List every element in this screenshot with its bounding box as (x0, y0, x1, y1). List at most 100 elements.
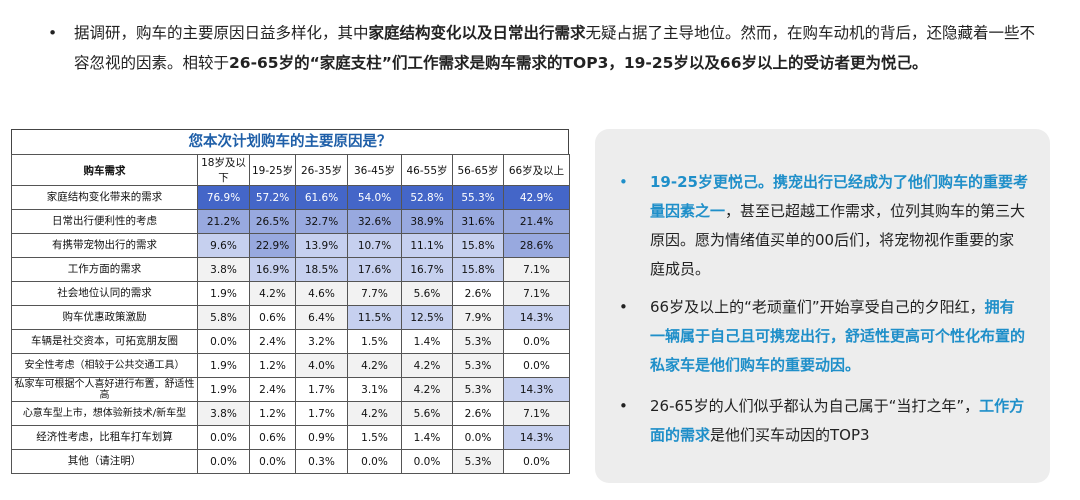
table-cell: 1.7% (295, 401, 348, 426)
table-cell: 5.6% (401, 281, 453, 306)
bullet-dot: • (619, 397, 628, 415)
table-cell: 13.9% (295, 233, 348, 258)
table-cell: 5.8% (197, 305, 250, 330)
row-label: 日常出行便利性的考虑 (11, 209, 198, 234)
insight-3-highlight: 工作方面的需求 (650, 397, 1025, 444)
intro-text-2: 家庭结构变化以及日常出行需求 (368, 24, 586, 42)
insight-1-text: ，甚至已超越工作需求，位列其购车的第三大原因。愿为情绪值买单的00后们，将宠物视… (650, 202, 1026, 278)
table-cell: 5.3% (452, 449, 504, 474)
table-cell: 6.4% (295, 305, 348, 330)
table-cell: 38.9% (401, 209, 453, 234)
insight-1-highlight: 19-25岁更悦己。携宠出行已经成为了他们购车的重要考量因素之一 (650, 173, 1028, 220)
table-cell: 7.7% (347, 281, 402, 306)
table-cell: 2.4% (249, 329, 296, 354)
table-cell: 0.6% (249, 425, 296, 450)
table-cell: 9.6% (197, 233, 250, 258)
table-cell: 12.5% (401, 305, 453, 330)
table-cell: 1.9% (197, 377, 250, 402)
bullet-dot: • (619, 173, 628, 191)
table-cell: 28.6% (503, 233, 570, 258)
table-cell: 2.4% (249, 377, 296, 402)
intro-text-1: 据调研，购车的主要原因日益多样化，其中 (74, 24, 369, 42)
intro-bullet: • (48, 24, 58, 42)
column-header: 19-25岁 (249, 154, 296, 186)
table-cell: 5.3% (452, 377, 504, 402)
insight-panel: • 19-25岁更悦己。携宠出行已经成为了他们购车的重要考量因素之一，甚至已超越… (595, 129, 1050, 483)
insight-3-text: 26-65岁的人们似乎都认为自己属于“当打之年”， (650, 397, 980, 415)
table-row: 社会地位认同的需求 1.9% 4.2% 4.6% 7.7% 5.6% 2.6% 7.1% (11, 281, 570, 306)
table-cell: 32.7% (295, 209, 348, 234)
table-row: 心意车型上市，想体验新技术/新车型 3.8% 1.2% 1.7% 4.2% 5.6% 2.6… (11, 401, 570, 426)
table-cell: 1.5% (347, 329, 402, 354)
row-label: 私家车可根据个人喜好进行布置，舒适性高 (11, 377, 198, 402)
table-cell: 0.0% (197, 449, 250, 474)
table-row: 购车优惠政策激励 5.8% 0.6% 6.4% 11.5% 12.5% 7.9% 14.3% (11, 305, 570, 330)
table-cell: 14.3% (503, 425, 570, 450)
table-cell: 54.0% (347, 185, 402, 210)
table-cell: 1.4% (401, 329, 453, 354)
insight-bullet-1: • 19-25岁更悦己。携宠出行已经成为了他们购车的重要考量因素之一，甚至已超越… (619, 168, 1029, 284)
row-label: 车辆是社交资本，可拓宽朋友圈 (11, 329, 198, 354)
insight-bullet-2: • 66岁及以上的“老顽童们”开始享受自己的夕阳红，拥有一辆属于自己且可携宠出行… (619, 293, 1029, 380)
table-cell: 18.5% (295, 257, 348, 282)
row-label: 购车优惠政策激励 (11, 305, 198, 330)
table-cell: 0.6% (249, 305, 296, 330)
insight-3-text-end: 是他们买车动因的TOP3 (710, 426, 870, 444)
table-cell: 1.2% (249, 353, 296, 378)
table-cell: 0.9% (295, 425, 348, 450)
table-cell: 0.0% (197, 425, 250, 450)
table-cell: 7.1% (503, 281, 570, 306)
table-cell: 1.2% (249, 401, 296, 426)
column-header: 66岁及以上 (503, 154, 570, 186)
table-cell: 3.1% (347, 377, 402, 402)
table-cell: 0.0% (401, 449, 453, 474)
table-cell: 22.9% (249, 233, 296, 258)
column-header: 56-65岁 (452, 154, 504, 186)
table-row: 车辆是社交资本，可拓宽朋友圈 0.0% 2.4% 3.2% 1.5% 1.4% 5.3% 0.… (11, 329, 570, 354)
table-row: 安全性考虑（相较于公共交通工具） 1.9% 1.2% 4.0% 4.2% 4.2% 5.3%… (11, 353, 570, 378)
row-header-cell: 购车需求 (11, 154, 198, 186)
table-cell: 16.9% (249, 257, 296, 282)
table-cell: 14.3% (503, 305, 570, 330)
table-cell: 11.1% (401, 233, 453, 258)
table-cell: 10.7% (347, 233, 402, 258)
table-cell: 11.5% (347, 305, 402, 330)
row-label: 家庭结构变化带来的需求 (11, 185, 198, 210)
row-label: 社会地位认同的需求 (11, 281, 198, 306)
table-cell: 0.0% (249, 449, 296, 474)
table-cell: 2.6% (452, 401, 504, 426)
column-header: 18岁及以下 (197, 154, 250, 186)
table-cell: 0.0% (452, 425, 504, 450)
table-cell: 15.8% (452, 257, 504, 282)
table-cell: 0.0% (503, 353, 570, 378)
row-label: 经济性考虑，比租车打车划算 (11, 425, 198, 450)
table-row: 私家车可根据个人喜好进行布置，舒适性高 1.9% 2.4% 1.7% 3.1% 4.2% 5… (11, 377, 570, 402)
insight-bullet-3: • 26-65岁的人们似乎都认为自己属于“当打之年”，工作方面的需求是他们买车动… (619, 392, 1029, 450)
table-cell: 7.1% (503, 257, 570, 282)
table-cell: 4.0% (295, 353, 348, 378)
table-cell: 21.4% (503, 209, 570, 234)
table-cell: 26.5% (249, 209, 296, 234)
table-cell: 61.6% (295, 185, 348, 210)
table-cell: 5.3% (452, 329, 504, 354)
table-row: 经济性考虑，比租车打车划算 0.0% 0.6% 0.9% 1.5% 1.4% 0.0% 14.… (11, 425, 570, 450)
survey-table-wrapper: 您本次计划购车的主要原因是？ 购车需求 18岁及以下 19-25岁 26-35岁… (11, 129, 570, 474)
table-cell: 0.0% (197, 329, 250, 354)
table-cell: 0.0% (503, 329, 570, 354)
row-label: 安全性考虑（相较于公共交通工具） (11, 353, 198, 378)
table-row: 工作方面的需求 3.8% 16.9% 18.5% 17.6% 16.7% 15.8% 7.1% (11, 257, 570, 282)
table-cell: 3.8% (197, 401, 250, 426)
table-cell: 3.8% (197, 257, 250, 282)
table-cell: 7.1% (503, 401, 570, 426)
table-cell: 7.9% (452, 305, 504, 330)
table-cell: 4.2% (347, 353, 402, 378)
survey-table: 购车需求 18岁及以下 19-25岁 26-35岁 36-45岁 46-55岁 … (11, 154, 570, 474)
table-cell: 1.5% (347, 425, 402, 450)
table-cell: 14.3% (503, 377, 570, 402)
table-cell: 15.8% (452, 233, 504, 258)
table-row: 有携带宠物出行的需求 9.6% 22.9% 13.9% 10.7% 11.1% 15.8% 2… (11, 233, 570, 258)
column-header: 26-35岁 (295, 154, 348, 186)
table-cell: 1.9% (197, 353, 250, 378)
table-cell: 4.2% (401, 353, 453, 378)
table-cell: 4.2% (401, 377, 453, 402)
